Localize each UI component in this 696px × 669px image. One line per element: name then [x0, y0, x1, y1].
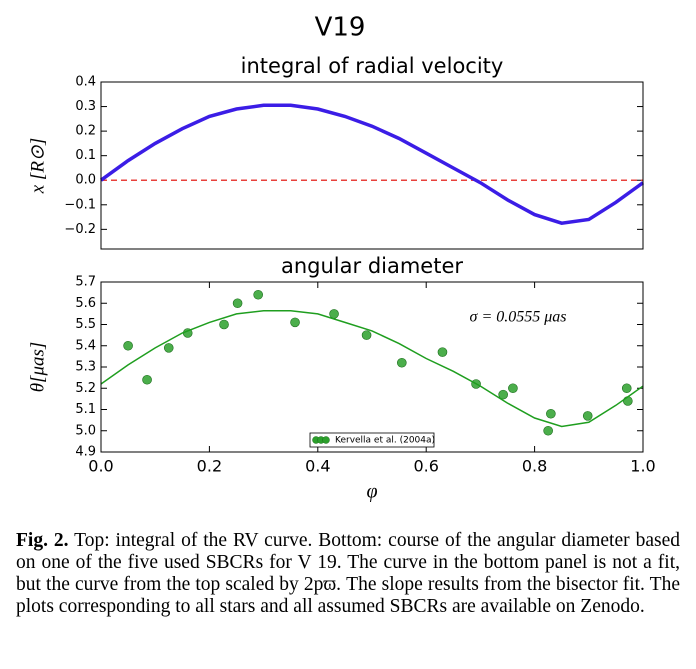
figure: V19 integral of radial velocity x [R⊙] −0.… — [27, 13, 655, 503]
y-tick-label: 0.2 — [75, 124, 96, 139]
plot-frame — [100, 81, 644, 250]
point — [543, 425, 553, 436]
point — [253, 289, 263, 300]
y-tick-label: 5.7 — [75, 275, 96, 290]
point — [546, 408, 556, 419]
x-tick-label: 0.0 — [88, 457, 113, 476]
point — [219, 319, 229, 330]
y-tick-label: 5.5 — [75, 317, 96, 332]
point — [397, 357, 407, 368]
y-tick-label: −0.2 — [64, 222, 96, 237]
chart-title: angular diameter — [281, 254, 463, 278]
y-tick-label: 5.6 — [75, 296, 96, 311]
caption-text: Top: integral of the RV curve. Bottom: c… — [16, 530, 680, 617]
point — [582, 411, 593, 421]
y-axis-label: θ[μas] — [27, 342, 48, 393]
line — [99, 103, 645, 225]
caption-label: Fig. 2. — [16, 530, 69, 551]
x-axis-label: φ — [366, 481, 377, 503]
point — [498, 389, 508, 400]
y-tick-label: 5.3 — [75, 360, 96, 375]
figure-title: V19 — [315, 13, 366, 43]
legend-label: Kervella et al. (2004a) — [335, 436, 435, 446]
caption: Fig. 2. Top: integral of the RV curve. B… — [16, 530, 680, 618]
y-tick-label: 4.9 — [75, 445, 96, 460]
y-tick-label: 0.0 — [75, 173, 96, 188]
annotation: σ = 0.0555 μas — [470, 309, 567, 326]
x-tick-label: 1.0 — [630, 457, 655, 476]
y-tick-label: 0.4 — [75, 75, 96, 90]
point — [361, 330, 372, 340]
point — [142, 374, 152, 385]
y-tick-label: 5.0 — [75, 423, 96, 438]
point — [163, 343, 174, 353]
point — [232, 298, 243, 309]
line — [100, 309, 644, 428]
x-tick-label: 0.8 — [522, 457, 547, 476]
x-tick-label: 0.6 — [413, 457, 438, 476]
x-tick-label: 0.2 — [197, 457, 222, 476]
point — [508, 383, 518, 394]
y-axis-label: x [R⊙] — [27, 138, 48, 195]
chart-title: integral of radial velocity — [241, 54, 504, 78]
point — [437, 347, 448, 357]
y-tick-label: 5.1 — [75, 402, 96, 417]
plot-frame — [100, 281, 644, 453]
legend-marker — [322, 436, 330, 444]
point — [621, 383, 632, 394]
point — [623, 396, 633, 406]
point — [123, 340, 133, 351]
y-tick-label: 5.4 — [75, 338, 96, 353]
y-tick-label: 5.2 — [75, 381, 96, 396]
y-tick-label: −0.1 — [64, 197, 96, 212]
legend — [309, 432, 435, 448]
x-tick-label: 0.4 — [305, 457, 330, 476]
y-tick-label: 0.3 — [75, 99, 96, 114]
point — [290, 317, 300, 328]
point — [329, 309, 339, 319]
y-tick-label: 0.1 — [75, 148, 96, 163]
